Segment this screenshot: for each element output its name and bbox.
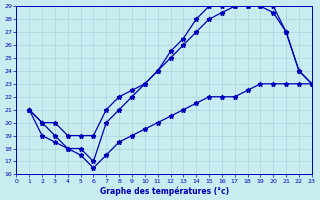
X-axis label: Graphe des températures (°c): Graphe des températures (°c)	[100, 186, 229, 196]
